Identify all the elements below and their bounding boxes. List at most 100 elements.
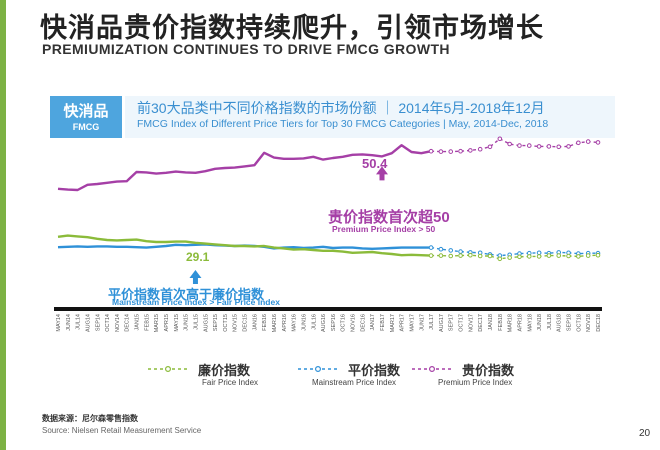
point-fair-AUG17 [438, 253, 444, 258]
point-premium-AUG17 [438, 149, 444, 154]
left-accent-bar [0, 0, 6, 450]
page-subtitle: PREMIUMIZATION CONTINUES TO DRIVE FMCG G… [42, 41, 450, 57]
x-tick-label: OCT17 [459, 314, 465, 332]
x-tick-label: JUN18 [537, 314, 543, 331]
legend-label-mainstream: 平价指数 [348, 363, 401, 378]
point-fair-JAN18 [487, 253, 493, 259]
x-tick-label: MAY16 [292, 314, 298, 332]
x-tick-label: JUL18 [547, 314, 553, 330]
point-fair-JUL17 [428, 253, 434, 258]
series-projection-mainstream [430, 246, 598, 257]
x-tick-label: FEB15 [144, 314, 150, 331]
mainstream-annotation-en: Mainstream Price Index > Fair Price Inde… [112, 297, 280, 307]
page-number: 20 [639, 428, 651, 439]
source-zh: 数据来源：尼尔森零售指数 [42, 414, 138, 423]
point-premium-FEB18 [497, 136, 503, 142]
mainstream-annotation: 平价指数首次高于廉价指数 [108, 287, 265, 302]
point-fair-DEC18 [595, 252, 601, 258]
page-title: 快消品贵价指数持续爬升，引领市场增长 [40, 13, 544, 43]
x-tick-label: JUN15 [184, 314, 190, 331]
x-tick-label: NOV17 [468, 314, 474, 332]
point-premium-JAN18 [487, 144, 493, 150]
x-tick-label: APR15 [164, 314, 170, 331]
x-tick-label: MAR15 [154, 314, 160, 332]
legend-swatch-dot-mainstream [315, 366, 322, 373]
x-tick-label: MAY18 [527, 314, 533, 332]
x-tick-label: AUG17 [439, 314, 445, 332]
point-premium-SEP17 [448, 149, 454, 154]
x-tick-label: AUG14 [85, 314, 91, 332]
x-tick-label: NOV16 [351, 314, 357, 332]
premium-peak-value: 50.4 [362, 156, 388, 171]
x-tick-label: JAN16 [252, 314, 258, 331]
x-tick-label: AUG16 [321, 314, 327, 332]
x-tick-label: JAN18 [488, 314, 494, 331]
point-mainstream-JUL17 [428, 245, 434, 250]
x-tick-label: SEP15 [213, 314, 219, 331]
premium-arrow-icon [376, 166, 388, 181]
point-fair-MAY18 [526, 254, 532, 259]
series-projection-premium [431, 137, 599, 153]
x-tick-label: NOV18 [586, 314, 592, 332]
premium-annotation: 贵价指数首次超50 [328, 209, 450, 226]
x-tick-label: SEP14 [95, 314, 101, 331]
point-fair-NOV17 [468, 252, 473, 258]
x-tick-label: JUL14 [76, 314, 82, 330]
x-tick-label: NOV15 [233, 314, 239, 332]
premium-annotation-en: Premium Price Index > 50 [332, 224, 436, 234]
point-premium-NOV18 [585, 139, 591, 144]
x-tick-label: MAY17 [409, 314, 415, 332]
x-tick-label: SEP16 [331, 314, 337, 331]
point-premium-DEC18 [595, 140, 601, 145]
source-en: Source: Nielsen Retail Measurement Servi… [42, 426, 202, 435]
x-tick-label: OCT14 [105, 314, 111, 332]
x-tick-label: MAR16 [272, 314, 278, 332]
x-tick-label: APR16 [282, 314, 288, 331]
x-tick-label: MAR17 [390, 314, 396, 332]
x-tick-label: JUN17 [419, 314, 425, 331]
point-mainstream-JUN18 [536, 250, 542, 256]
point-premium-AUG18 [556, 144, 562, 150]
point-mainstream-OCT17 [458, 249, 463, 254]
point-premium-DEC17 [477, 146, 483, 152]
legend-label-premium: 贵价指数 [462, 363, 515, 378]
x-tick-label: JUN16 [301, 314, 307, 331]
x-tick-label: AUG18 [557, 314, 563, 332]
badge-label-zh: 快消品 [63, 103, 109, 120]
point-mainstream-AUG17 [438, 246, 444, 252]
x-tick-label: NOV14 [115, 314, 121, 332]
x-tick-label: DEC16 [360, 314, 366, 332]
point-premium-NOV17 [468, 148, 473, 153]
x-tick-label: MAR18 [508, 314, 514, 332]
x-tick-label: JUL16 [311, 314, 317, 330]
point-fair-OCT17 [458, 253, 463, 258]
badge-label-en: FMCG [72, 122, 100, 132]
point-premium-MAR18 [507, 141, 512, 147]
series-line-fair [57, 234, 432, 257]
x-tick-label: APR18 [517, 314, 523, 331]
x-tick-label: DEC15 [243, 314, 249, 332]
x-tick-label: SEP18 [567, 314, 573, 331]
x-tick-label: MAY15 [174, 314, 180, 332]
point-fair-FEB18 [497, 256, 503, 262]
legend-swatch-dot-premium [429, 366, 436, 373]
chart-title: 前30大品类中不同价格指数的市场份额 ｜ 2014年5月-2018年12月 [137, 100, 545, 116]
point-premium-SEP18 [566, 144, 571, 149]
point-fair-JUN18 [536, 254, 542, 259]
x-tick-label: JUL15 [193, 314, 199, 330]
chart-title-band [125, 96, 615, 138]
chart-subtitle: FMCG Index of Different Price Tiers for … [137, 118, 549, 130]
series-projection-fair [431, 254, 599, 260]
point-fair-OCT18 [576, 254, 581, 259]
x-tick-label: FEB18 [498, 314, 504, 331]
point-fair-AUG18 [556, 253, 562, 258]
point-mainstream-SEP17 [448, 248, 454, 253]
mainstream-arrow-icon [189, 270, 202, 284]
legend-label-fair-en: Fair Price Index [202, 378, 259, 387]
x-tick-label: OCT15 [223, 314, 229, 332]
point-fair-DEC17 [477, 253, 483, 259]
x-tick-label: DEC17 [478, 314, 484, 332]
x-tick-label: JUN14 [66, 314, 72, 331]
x-tick-label: APR17 [400, 314, 406, 331]
